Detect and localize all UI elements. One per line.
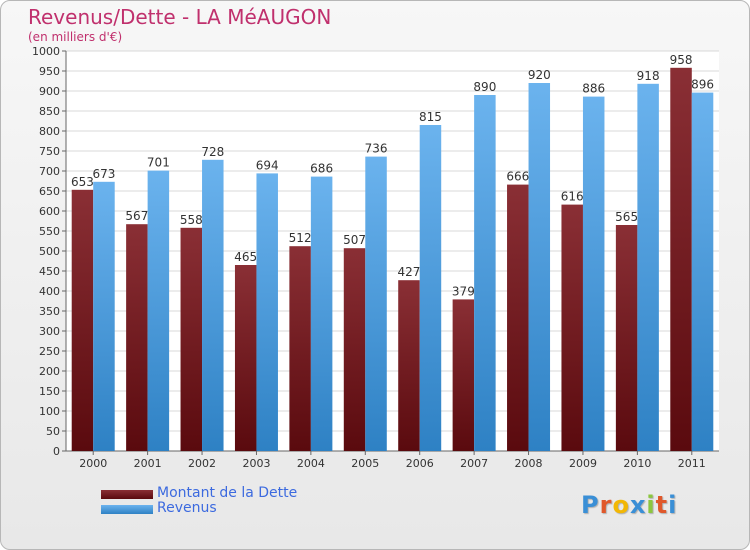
value-label-revenus: 896 (691, 78, 714, 92)
y-tick-label: 700 (39, 165, 60, 178)
bar-dette (507, 184, 529, 451)
logo-letter: t (655, 491, 669, 519)
bar-revenus (474, 95, 496, 451)
bar-revenus (147, 170, 170, 451)
y-tick-label: 0 (53, 445, 60, 458)
y-tick-label: 450 (39, 265, 60, 278)
value-label-revenus: 815 (419, 110, 442, 124)
bar-revenus (637, 83, 659, 452)
logo-letter: i (646, 491, 656, 519)
bar-dette (71, 189, 94, 452)
logo-letter: r (599, 491, 613, 519)
value-label-dette: 567 (125, 209, 148, 223)
bar-revenus (691, 92, 714, 451)
value-label-revenus: 920 (528, 68, 551, 82)
legend-swatch-dette (101, 490, 153, 499)
bar-dette (343, 248, 366, 451)
x-tick-label: 2011 (678, 457, 706, 470)
y-tick-label: 300 (39, 325, 60, 338)
bar-dette (452, 299, 475, 451)
logo-letter: i (668, 491, 678, 519)
value-label-dette: 616 (561, 190, 584, 204)
y-tick-label: 650 (39, 185, 60, 198)
x-tick-label: 2004 (297, 457, 325, 470)
x-tick-label: 2007 (460, 457, 488, 470)
value-label-revenus: 728 (201, 145, 224, 159)
y-tick-label: 50 (46, 425, 60, 438)
value-label-dette: 427 (398, 265, 421, 279)
value-label-dette: 666 (506, 170, 529, 184)
bar-dette (180, 227, 203, 451)
value-label-revenus: 694 (256, 158, 279, 172)
x-tick-label: 2009 (569, 457, 597, 470)
legend-swatch-revenus (101, 505, 153, 514)
value-label-revenus: 886 (582, 82, 605, 96)
y-tick-label: 350 (39, 305, 60, 318)
y-tick-label: 100 (39, 405, 60, 418)
value-label-revenus: 918 (637, 69, 660, 83)
bar-dette (398, 280, 420, 451)
bar-revenus (528, 83, 551, 451)
value-label-dette: 507 (343, 233, 366, 247)
value-label-revenus: 890 (473, 80, 496, 94)
bar-dette (561, 204, 583, 451)
y-tick-label: 900 (39, 85, 60, 98)
legend-label-dette: Montant de la Dette (157, 485, 298, 501)
x-tick-label: 2008 (515, 457, 543, 470)
bar-revenus (310, 176, 333, 451)
logo-letter: P (581, 491, 600, 519)
y-tick-label: 850 (39, 105, 60, 118)
x-tick-label: 2010 (623, 457, 651, 470)
bar-revenus (93, 181, 115, 452)
value-label-revenus: 673 (93, 167, 116, 181)
value-label-dette: 565 (615, 210, 638, 224)
x-tick-label: 2000 (79, 457, 107, 470)
bar-revenus (202, 159, 224, 452)
y-tick-label: 250 (39, 345, 60, 358)
bar-dette (289, 246, 311, 451)
y-tick-label: 950 (39, 65, 60, 78)
value-label-revenus: 736 (365, 142, 388, 156)
bar-revenus (582, 96, 605, 451)
y-tick-label: 1000 (32, 45, 60, 58)
chart-subtitle: (en milliers d'€) (28, 30, 123, 44)
bar-dette (670, 67, 692, 452)
value-label-revenus: 701 (147, 156, 170, 170)
bar-dette (615, 225, 638, 451)
value-label-dette: 958 (670, 53, 693, 67)
y-tick-label: 550 (39, 225, 60, 238)
x-tick-label: 2002 (188, 457, 216, 470)
y-tick-label: 500 (39, 245, 60, 258)
logo-letter: o (612, 491, 630, 519)
value-label-dette: 558 (180, 213, 203, 227)
bar-dette (234, 265, 257, 451)
y-tick-label: 400 (39, 285, 60, 298)
y-tick-label: 600 (39, 205, 60, 218)
logo-letter: x (629, 491, 647, 519)
bar-revenus (365, 156, 387, 451)
x-tick-label: 2003 (242, 457, 270, 470)
value-label-dette: 653 (71, 175, 94, 189)
value-label-dette: 465 (234, 250, 257, 264)
value-label-revenus: 686 (310, 162, 333, 176)
y-tick-label: 200 (39, 365, 60, 378)
bar-dette (126, 224, 148, 451)
x-tick-label: 2006 (406, 457, 434, 470)
value-label-dette: 379 (452, 284, 475, 298)
y-tick-label: 800 (39, 125, 60, 138)
legend-label-revenus: Revenus (157, 500, 217, 516)
bar-revenus (256, 173, 278, 451)
bar-revenus (419, 125, 442, 451)
value-label-dette: 512 (289, 231, 312, 245)
proxiti-logo: Proxiti (581, 491, 677, 519)
y-tick-label: 750 (39, 145, 60, 158)
chart-title: Revenus/Dette - LA MéAUGON (28, 5, 332, 29)
y-tick-label: 150 (39, 385, 60, 398)
x-tick-label: 2005 (351, 457, 379, 470)
x-tick-label: 2001 (134, 457, 162, 470)
